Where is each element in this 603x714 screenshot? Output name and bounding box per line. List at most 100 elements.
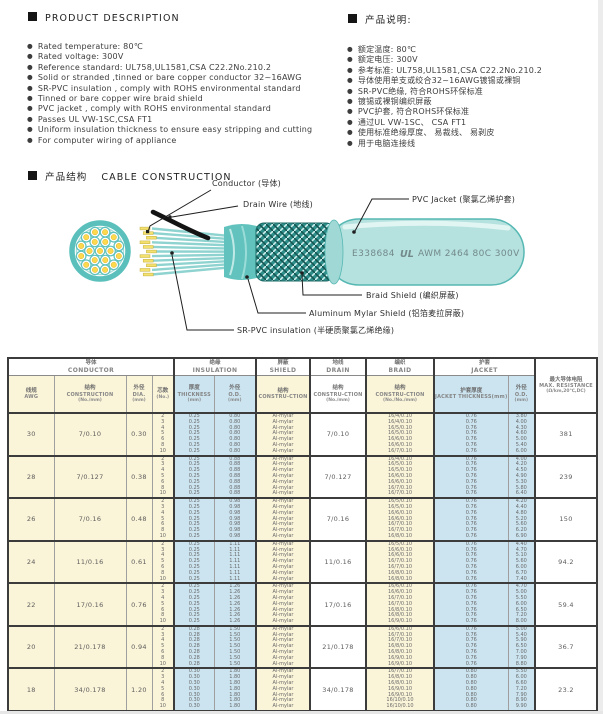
cell-awg: 26 <box>7 497 55 542</box>
note-item: 镀锡或裸铜编织屏蔽 <box>347 97 542 107</box>
cell-insulation-thickness: 0.25 0.25 0.25 0.25 0.25 0.25 0.25 <box>173 412 215 457</box>
group-header-conductor: 导体 CONDUCTOR <box>7 357 176 376</box>
table-row: 18 34/0.178 1.20 2 3 4 5 6 8 10 0.30 0.30 0.30 0.30 0.… <box>7 667 598 712</box>
group-header-braid: 编织 BRAID <box>365 357 436 376</box>
note-item: 额定温度: 80℃ <box>347 45 542 55</box>
spec-table: 导体 CONDUCTOR 绝缘 INSULATION 屏蔽 SHIELD 地线 DRAIN 编织… <box>7 357 599 713</box>
cell-awg: 28 <box>7 454 55 499</box>
cell-max-resistance: 23.2 <box>534 667 598 712</box>
drain-wire <box>150 209 211 241</box>
cell-braid-construction: 16/6/0.10 16/6/0.10 16/7/0.10 16/7/0.10 16/8… <box>365 582 436 627</box>
cell-core-count: 2 3 4 5 6 8 10 <box>151 582 176 627</box>
cell-drain-construction: 34/0.178 <box>309 667 368 712</box>
cell-core-count: 2 3 4 5 6 8 10 <box>151 454 176 499</box>
section-square-icon <box>28 171 37 180</box>
cell-jacket-thickness: 0.76 0.76 0.76 0.76 0.76 0.76 0.76 <box>433 412 509 457</box>
cell-insulation-thickness: 0.30 0.30 0.30 0.30 0.30 0.30 0.30 <box>173 667 215 712</box>
description-item: For computer wiring of appliance <box>27 136 312 146</box>
cell-jacket-od: 4.40 4.70 5.10 5.60 6.00 6.70 7.40 <box>507 539 537 584</box>
cell-drain-construction: 7/0.127 <box>309 454 368 499</box>
cell-braid-construction: 16/5/0.10 16/6/0.10 16/6/0.10 16/7/0.10 16/7… <box>365 539 436 584</box>
cell-braid-construction: 16/5/0.10 16/5/0.10 16/6/0.10 16/6/0.10 16/7… <box>365 497 436 542</box>
cell-braid-construction: 16/4/0.10 16/5/0.10 16/5/0.10 16/6/0.10 16/6… <box>365 454 436 499</box>
cross-section <box>69 220 131 282</box>
sr-pvc-label: SR-PVC insulation (半硬质聚氯乙烯绝缘) <box>237 326 395 335</box>
cell-conductor-dia: 0.61 <box>125 539 153 584</box>
cell-shield-construction: Al-mylar Al-mylar Al-mylar Al-mylar Al-mylar… <box>255 582 312 627</box>
cell-insulation-thickness: 0.25 0.25 0.25 0.25 0.25 0.25 0.25 <box>173 497 215 542</box>
column-header: 结构 CONSTRU-CTION (No./No./mm) <box>365 375 436 414</box>
cell-shield-construction: Al-mylar Al-mylar Al-mylar Al-mylar Al-mylar… <box>255 412 312 457</box>
cell-jacket-od: 5.00 5.40 5.90 6.50 7.00 7.90 8.80 <box>507 624 537 669</box>
description-item: SR-PVC insulation , comply with ROHS env… <box>27 84 312 94</box>
cell-insulation-od: 1.26 1.26 1.26 1.26 1.26 1.26 1.26 <box>213 582 258 627</box>
cell-jacket-thickness: 0.80 0.80 0.80 0.80 0.80 0.80 0.80 <box>433 667 509 712</box>
cell-insulation-od: 0.88 0.88 0.88 0.88 0.88 0.88 0.88 <box>213 454 258 499</box>
cell-conductor-dia: 0.38 <box>125 454 153 499</box>
cable-construction-title: 产品结构 CABLE CONSTRUCTION <box>28 169 232 183</box>
drain-wire-label: Drain Wire (地线) <box>243 200 313 209</box>
table-row: 22 17/0.16 0.76 2 3 4 5 6 8 10 0.25 0.25 0.25 0.25 0.2… <box>7 582 598 627</box>
column-header: 结构 CONSTRUCTION (No./mm) <box>53 375 127 414</box>
cell-insulation-od: 0.80 0.80 0.80 0.80 0.80 0.80 0.80 <box>213 412 258 457</box>
cell-max-resistance: 239 <box>534 454 598 499</box>
cell-shield-construction: Al-mylar Al-mylar Al-mylar Al-mylar Al-mylar… <box>255 454 312 499</box>
note-item: 导体使用单支或绞合32~16AWG镀锡或裸铜 <box>347 76 542 86</box>
column-header: 外径 O.D. (mm) <box>213 375 258 414</box>
cell-awg: 22 <box>7 582 55 627</box>
cell-insulation-od: 0.98 0.98 0.98 0.98 0.98 0.98 0.98 <box>213 497 258 542</box>
cell-jacket-thickness: 0.76 0.76 0.76 0.76 0.76 0.76 0.76 <box>433 497 509 542</box>
cell-jacket-od: 4.70 5.00 5.50 6.00 6.50 7.20 8.00 <box>507 582 537 627</box>
sr-pvc-wrap <box>224 224 260 280</box>
note-item: 额定电压: 300V <box>347 55 542 65</box>
cell-drain-construction: 21/0.178 <box>309 624 368 669</box>
cell-conductor-construction: 34/0.178 <box>53 667 127 712</box>
cell-jacket-thickness: 0.76 0.76 0.76 0.76 0.76 0.76 0.76 <box>433 582 509 627</box>
product-notes-list: 额定温度: 80℃额定电压: 300V参考标准: UL758,UL1581,CS… <box>347 45 542 149</box>
cell-insulation-od: 1.80 1.80 1.80 1.80 1.80 1.80 1.80 <box>213 667 258 712</box>
note-item: 用于电脑连接线 <box>347 139 542 149</box>
cell-awg: 30 <box>7 412 55 457</box>
leader-lines <box>146 189 409 331</box>
note-item: 通过UL VW-1SC、 CSA FT1 <box>347 118 542 128</box>
cell-conductor-dia: 0.76 <box>125 582 153 627</box>
cell-drain-construction: 7/0.16 <box>309 497 368 542</box>
column-header: 外径 DIA. (mm) <box>125 375 153 414</box>
table-row: 20 21/0.178 0.94 2 3 4 5 6 8 10 0.28 0.28 0.28 0.28 0.… <box>7 624 598 669</box>
aluminum-mylar-label: Aluminum Mylar Shield (铝箔麦拉屏蔽) <box>309 309 465 318</box>
section-square-icon <box>348 14 357 23</box>
cell-max-resistance: 381 <box>534 412 598 457</box>
column-header: 厚度 THICKNESS (mm) <box>173 375 215 414</box>
table-row: 24 11/0.16 0.61 2 3 4 5 6 8 10 0.25 0.25 0.25 0.25 0.2… <box>7 539 598 584</box>
pvc-jacket-label: PVC Jacket (聚氯乙烯护套) <box>412 195 516 204</box>
cell-jacket-od: 4.20 4.40 4.80 5.20 5.60 6.20 6.90 <box>507 497 537 542</box>
description-item: Rated voltage: 300V <box>27 52 312 62</box>
cell-awg: 18 <box>7 667 55 712</box>
description-item: Passes UL VW-1SC,CSA FT1 <box>27 115 312 125</box>
cell-conductor-dia: 0.30 <box>125 412 153 457</box>
cell-shield-construction: Al-mylar Al-mylar Al-mylar Al-mylar Al-mylar… <box>255 539 312 584</box>
product-description-title: PRODUCT DESCRIPTION <box>28 12 180 24</box>
cell-braid-construction: 16/6/0.10 16/7/0.10 16/7/0.10 16/8/0.10 16/8… <box>365 624 436 669</box>
column-header: 结构 CONSTRU-CTION <box>255 375 312 414</box>
cell-braid-construction: 16/7/0.10 16/8/0.10 16/8/0.10 16/9/0.10 16/9… <box>365 667 436 712</box>
column-header: 芯数 (No.) <box>151 375 176 414</box>
header-resistance: 最大导体电阻 MAX. RESISTANCE (Ω/km,20℃,DC) <box>534 357 598 414</box>
group-header-drain: 地线 DRAIN <box>309 357 368 376</box>
cable-diagram: E338684 UL AWM 2464 80C 300V <box>69 189 525 331</box>
cell-jacket-thickness: 0.76 0.76 0.76 0.76 0.76 0.76 0.76 <box>433 539 509 584</box>
cell-core-count: 2 3 4 5 6 8 10 <box>151 497 176 542</box>
table-row: 26 7/0.16 0.48 2 3 4 5 6 8 10 0.25 0.25 0.25 0.25 0.25… <box>7 497 598 542</box>
cell-core-count: 2 3 4 5 6 8 10 <box>151 539 176 584</box>
cell-awg: 24 <box>7 539 55 584</box>
cell-drain-construction: 7/0.10 <box>309 412 368 457</box>
cell-jacket-od: 5.50 6.00 6.60 7.20 7.90 8.90 9.90 <box>507 667 537 712</box>
description-item: Solid or stranded ,tinned or bare copper… <box>27 73 312 83</box>
cell-max-resistance: 36.7 <box>534 624 598 669</box>
cell-jacket-thickness: 0.76 0.76 0.76 0.76 0.76 0.76 0.76 <box>433 454 509 499</box>
product-notes-title: 产品说明: <box>348 12 412 26</box>
scan-edge-right <box>598 0 603 714</box>
note-item: PVC护套, 符合ROHS环保标准 <box>347 107 542 117</box>
group-header-shield: 屏蔽 SHIELD <box>255 357 312 376</box>
cell-jacket-od: 4.00 4.20 4.50 4.90 5.30 5.80 6.40 <box>507 454 537 499</box>
